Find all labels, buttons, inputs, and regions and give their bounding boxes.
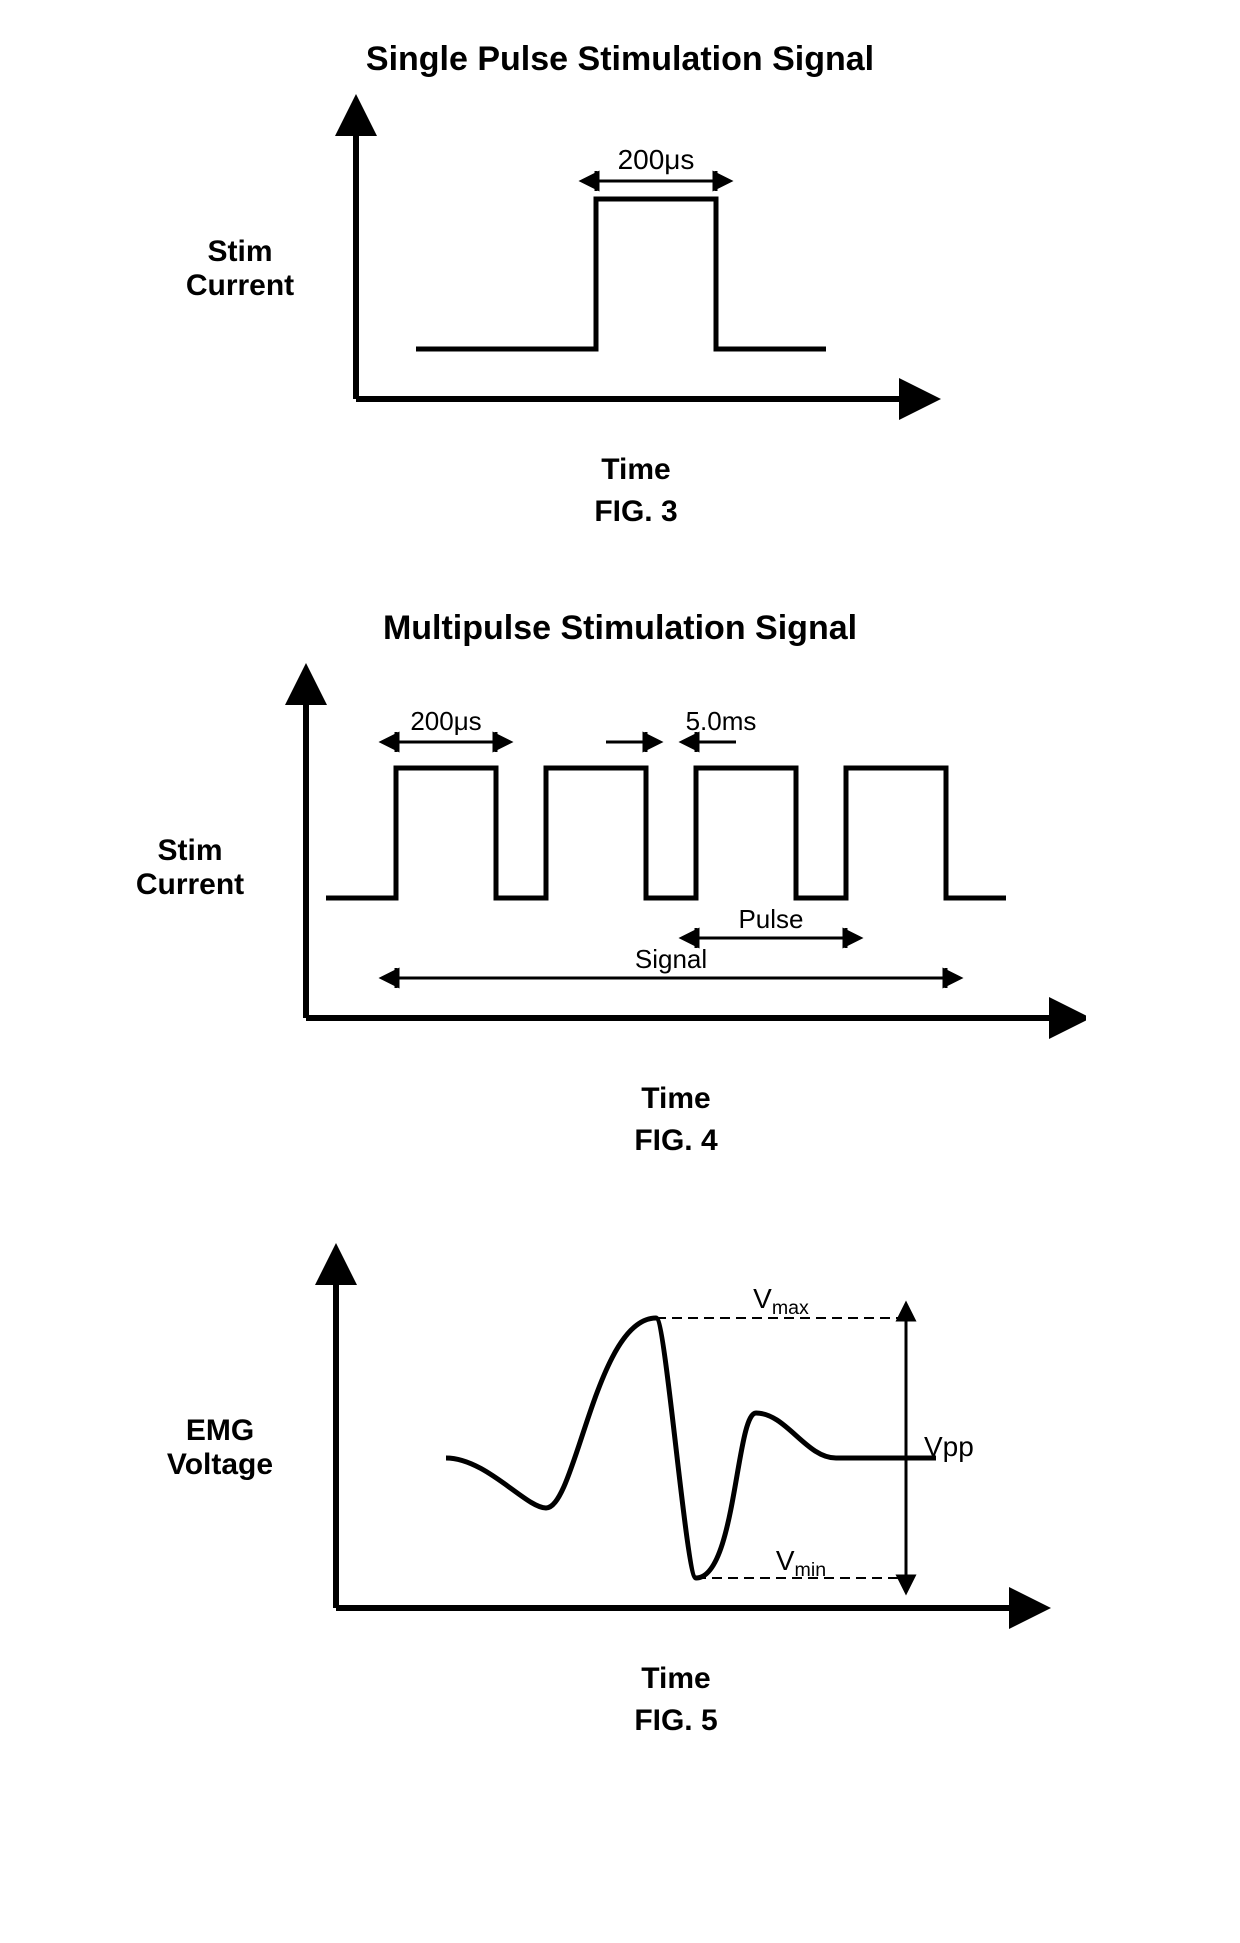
svg-text:200μs: 200μs: [410, 706, 481, 736]
fig5-xlabel: Time: [296, 1662, 1056, 1696]
fig3-caption: FIG. 3: [316, 495, 956, 529]
svg-text:Vmax: Vmax: [753, 1283, 809, 1319]
fig3-title: Single Pulse Stimulation Signal: [170, 40, 1070, 79]
fig4-plot-wrap: Stim Current 200μs 5.0ms Pulse Signal: [120, 658, 1120, 1078]
svg-text:200μs: 200μs: [618, 144, 695, 175]
fig4: Multipulse Stimulation Signal Stim Curre…: [120, 609, 1120, 1158]
fig4-xlabel: Time: [266, 1082, 1086, 1116]
svg-text:5.0ms: 5.0ms: [686, 706, 757, 736]
fig5-ylabel-l1: EMG: [186, 1414, 254, 1447]
svg-text:Signal: Signal: [635, 944, 707, 974]
svg-text:Vpp: Vpp: [924, 1431, 974, 1462]
fig5-ylabel: EMG Voltage: [150, 1414, 290, 1483]
fig3-svg: 200μs: [316, 89, 956, 449]
fig5-caption: FIG. 5: [296, 1704, 1056, 1738]
fig4-caption: FIG. 4: [266, 1124, 1086, 1158]
fig4-ylabel: Stim Current: [120, 834, 260, 903]
fig3: Single Pulse Stimulation Signal Stim Cur…: [170, 40, 1070, 529]
svg-text:Pulse: Pulse: [738, 904, 803, 934]
fig3-ylabel-l2: Current: [186, 269, 294, 302]
fig3-ylabel: Stim Current: [170, 235, 310, 304]
fig4-svg: 200μs 5.0ms Pulse Signal: [266, 658, 1086, 1078]
fig4-ylabel-l2: Current: [136, 868, 244, 901]
fig3-xlabel: Time: [316, 453, 956, 487]
fig5-ylabel-l2: Voltage: [167, 1448, 273, 1481]
fig4-title: Multipulse Stimulation Signal: [120, 609, 1120, 648]
fig5-svg: Vmax Vmin Vpp: [296, 1238, 1056, 1658]
fig5: EMG Voltage Vmax Vmin Vpp Time FIG. 5: [150, 1238, 1090, 1738]
fig4-ylabel-l1: Stim: [157, 834, 222, 867]
fig3-plot-wrap: Stim Current 200μs: [170, 89, 1070, 449]
svg-text:Vmin: Vmin: [776, 1545, 826, 1581]
fig3-ylabel-l1: Stim: [207, 235, 272, 268]
fig5-plot-wrap: EMG Voltage Vmax Vmin Vpp: [150, 1238, 1090, 1658]
